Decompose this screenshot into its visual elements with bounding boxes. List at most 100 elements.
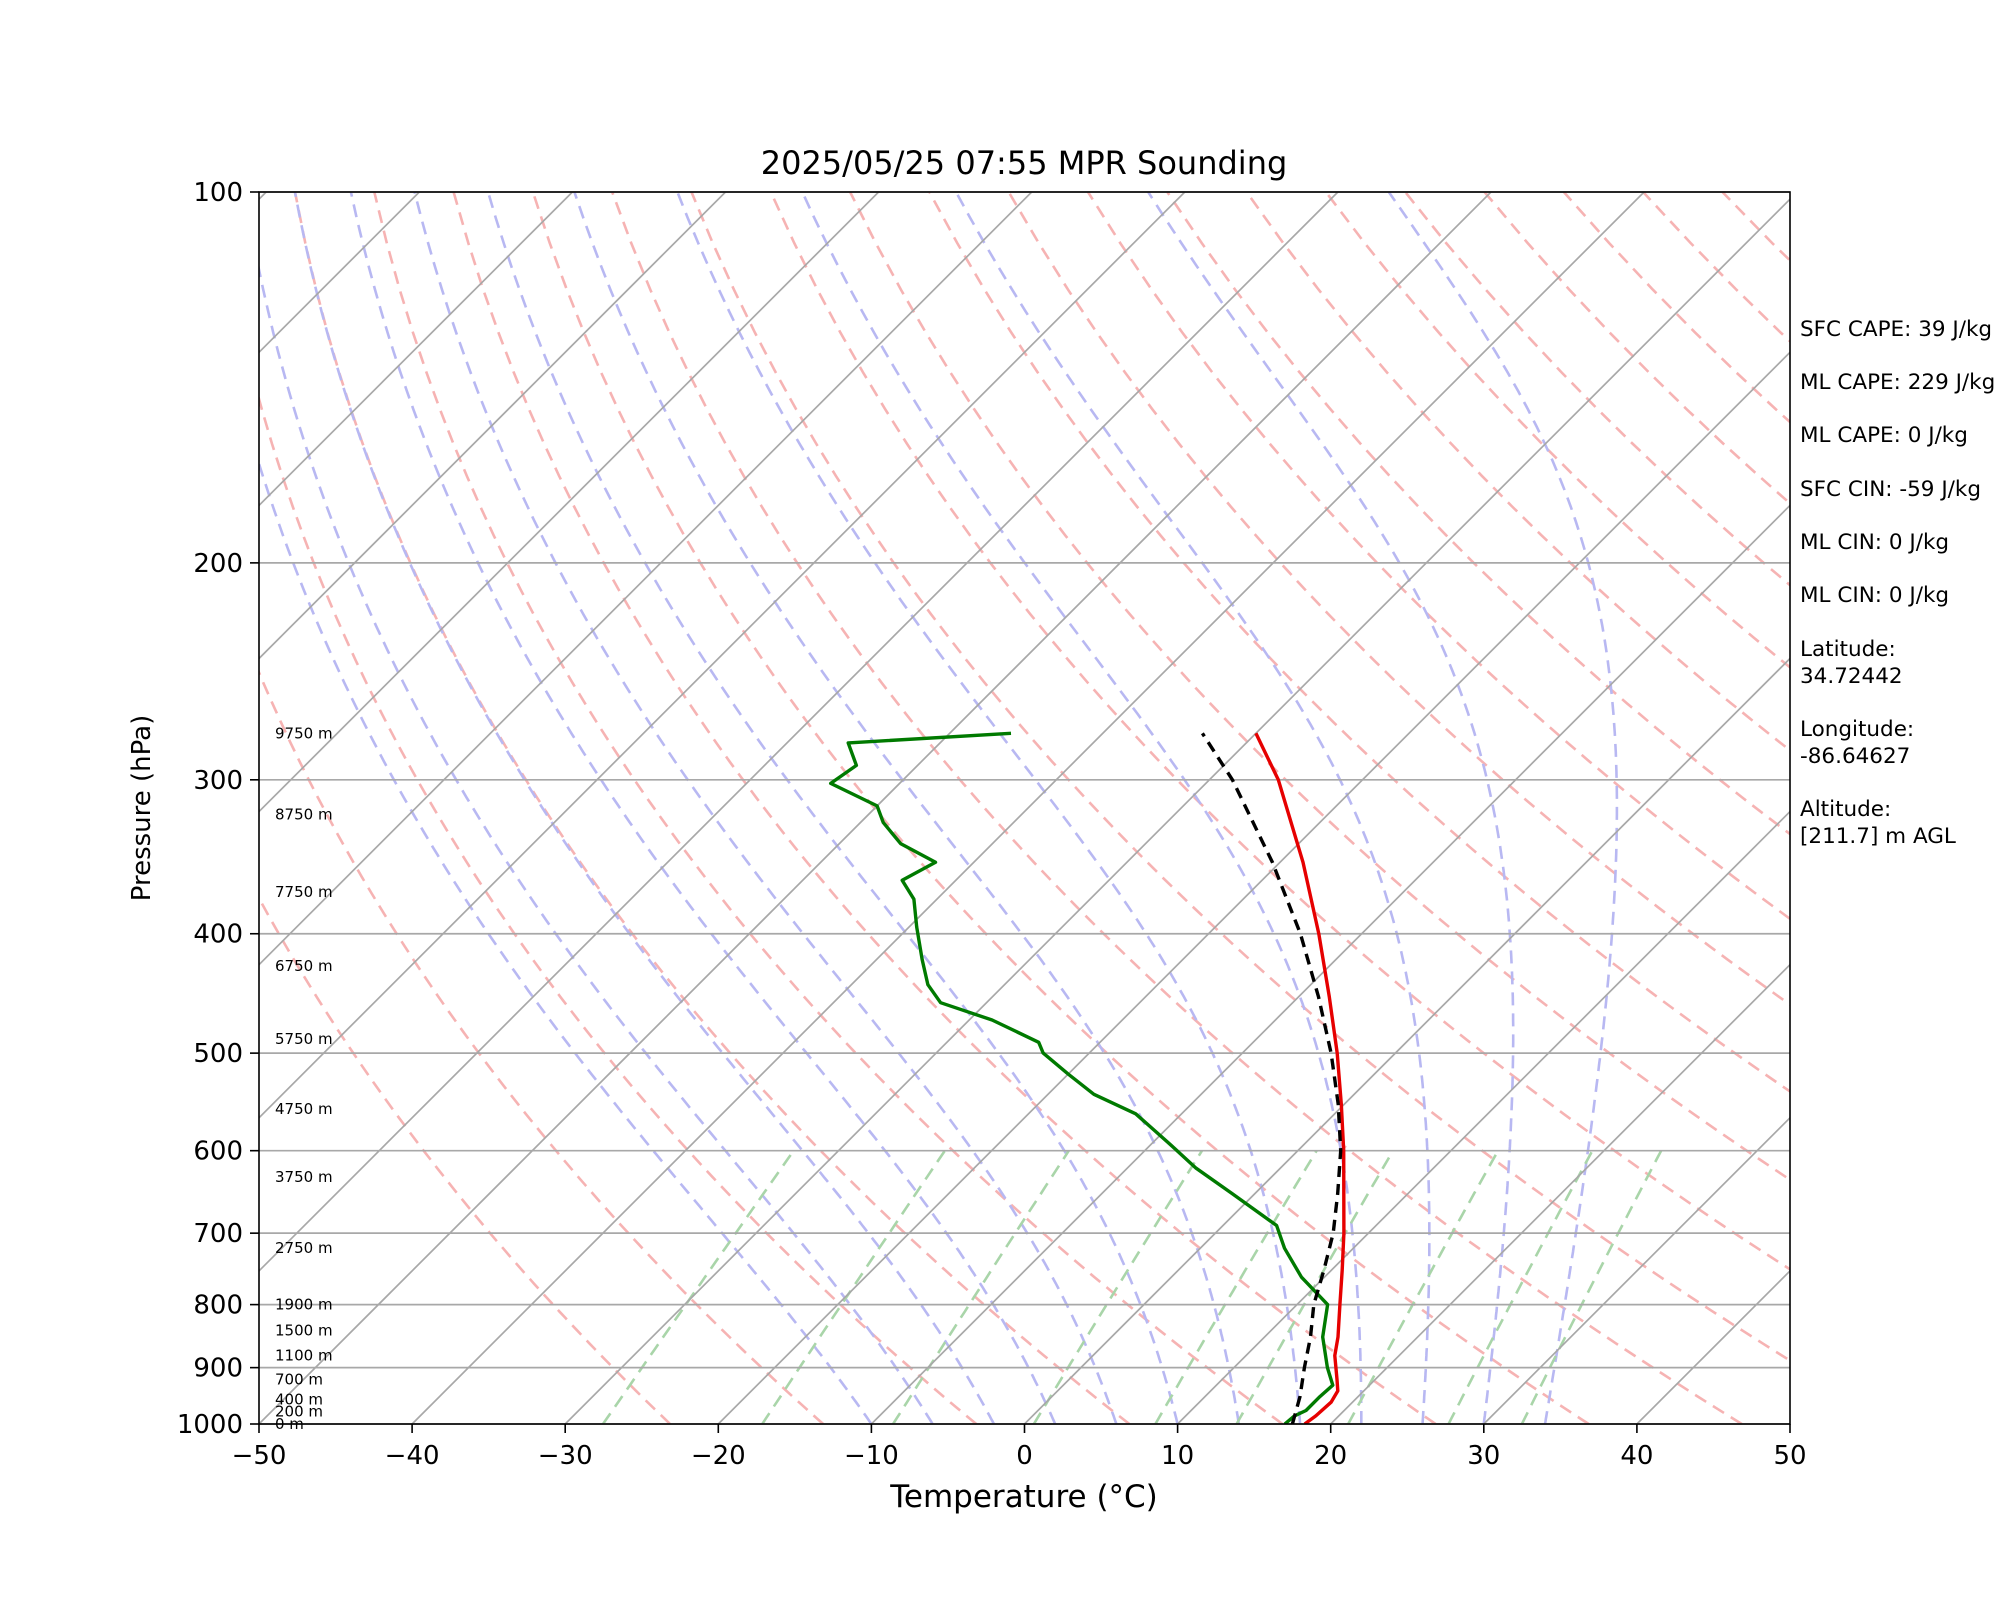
height-label: 700 m (275, 1370, 323, 1388)
info-sfc-cin: SFC CIN: -59 J/kg (1800, 477, 1982, 502)
profile-lines (829, 731, 1346, 1424)
x-tick-label: 20 (1314, 1441, 1347, 1471)
dry-adiabat (259, 895, 672, 1424)
x-tick-label: −30 (538, 1441, 593, 1471)
dry-adiabat (531, 192, 1590, 1424)
moist-adiabat (293, 192, 996, 1424)
isotherm (259, 192, 574, 507)
plot-frame (258, 191, 1791, 1425)
isotherm (1023, 657, 1790, 1424)
info-latitude: Latitude: 34.72442 (1800, 637, 1903, 689)
moist-adiabat (486, 192, 1179, 1424)
y-tick-label: 300 (193, 766, 243, 796)
info-ml-cin: ML CIN: 0 J/kg (1800, 530, 1950, 555)
y-tick-label: 900 (193, 1354, 243, 1384)
isotherm (564, 197, 1790, 1424)
height-label: 8750 m (275, 805, 333, 823)
isotherm (259, 192, 1339, 1273)
mixing-ratio-line (1447, 1150, 1594, 1424)
y-tick-label: 400 (193, 920, 243, 950)
dry-adiabat (259, 669, 825, 1424)
height-label: 5750 m (275, 1030, 333, 1048)
moist-adiabat (259, 459, 873, 1424)
x-tick-label: −40 (385, 1441, 440, 1471)
moist-adiabat (954, 192, 1431, 1424)
y-tick-label: 200 (193, 549, 243, 579)
dry-adiabat (452, 192, 1437, 1424)
info-longitude: Longitude: -86.64627 (1800, 717, 1915, 769)
isotherm (1330, 963, 1790, 1424)
isotherm (1483, 1116, 1790, 1424)
info-altitude: Altitude: [211.7] m AGL (1800, 797, 1956, 849)
moist-adiabat (1147, 192, 1515, 1424)
isotherm (717, 351, 1790, 1424)
temperature-line (1254, 732, 1346, 1424)
x-tick-label: 50 (1773, 1441, 1806, 1471)
info-ml-cin-2: ML CIN: 0 J/kg (1800, 583, 1950, 608)
x-tick-label: −10 (844, 1441, 899, 1471)
height-label: 1100 m (275, 1347, 333, 1365)
height-label: 200 m (275, 1403, 323, 1421)
y-tick-label: 700 (193, 1219, 243, 1249)
y-tick-label: 500 (193, 1039, 243, 1069)
height-label: 7750 m (275, 883, 333, 901)
height-label: 3750 m (275, 1168, 333, 1186)
dry-adiabat (259, 393, 978, 1424)
pressure-gridlines (259, 191, 1790, 1425)
mixing-ratio-line (1520, 1150, 1663, 1424)
isotherm (870, 504, 1790, 1424)
chart-title: 2025/05/25 07:55 MPR Sounding (761, 144, 1288, 182)
x-tick-label: 30 (1467, 1441, 1500, 1471)
moist-adiabat (1387, 192, 1619, 1424)
dry-adiabat (769, 192, 1790, 1271)
mixing-ratio-line (1032, 1150, 1204, 1424)
parcel-profile-line (1200, 732, 1343, 1424)
y-tick-label: 600 (193, 1137, 243, 1167)
x-tick-label: 0 (1016, 1441, 1033, 1471)
height-label: 9750 m (275, 724, 333, 742)
x-tick-label: 10 (1161, 1441, 1194, 1471)
isotherm (259, 192, 727, 660)
info-sfc-cape: SFC CAPE: 39 J/kg (1800, 317, 1993, 342)
moist-adiabat (349, 192, 1057, 1424)
height-label: 4750 m (275, 1100, 333, 1118)
height-label: 1900 m (275, 1296, 333, 1314)
y-tick-label: 800 (193, 1291, 243, 1321)
height-label: 1500 m (275, 1322, 333, 1340)
info-ml-cape-2: ML CAPE: 0 J/kg (1800, 423, 1968, 448)
x-axis-ticks: −50 −40 −30 −20 −10 0 10 20 30 40 50 (232, 1424, 1807, 1471)
isotherm (259, 192, 880, 813)
x-tick-label: 40 (1620, 1441, 1653, 1471)
x-tick-label: −20 (691, 1441, 746, 1471)
moist-adiabat (801, 192, 1363, 1424)
dewpoint-line (829, 731, 1335, 1424)
isotherm (411, 192, 1645, 1424)
moist-adiabat (259, 263, 934, 1424)
background-lines (259, 192, 1790, 1424)
dry-adiabat (610, 192, 1743, 1424)
y-tick-label: 100 (193, 178, 243, 208)
height-label: 400 m (275, 1390, 323, 1408)
isotherm (1176, 810, 1790, 1424)
y-tick-label: 1000 (177, 1410, 243, 1440)
dry-adiabat (293, 192, 1131, 1424)
dry-adiabat (848, 192, 1790, 1182)
height-label: 6750 m (275, 957, 333, 975)
mixing-ratio-line (1154, 1150, 1318, 1424)
isotherm (259, 192, 1186, 1120)
dry-adiabat (373, 192, 1284, 1424)
mixing-ratio-line (891, 1149, 1070, 1424)
moist-adiabat (676, 192, 1302, 1424)
info-ml-cape: ML CAPE: 229 J/kg (1800, 370, 1996, 395)
mixing-ratio-line (761, 1149, 946, 1424)
isotherm (259, 192, 1033, 966)
x-axis-label: Temperature (°C) (889, 1479, 1158, 1515)
moist-adiabat (413, 192, 1118, 1424)
height-label: 0 m (275, 1415, 304, 1433)
dry-adiabat (690, 192, 1790, 1363)
height-label: 2750 m (275, 1239, 333, 1257)
moist-adiabat (573, 192, 1241, 1424)
x-tick-label: −50 (232, 1441, 287, 1471)
